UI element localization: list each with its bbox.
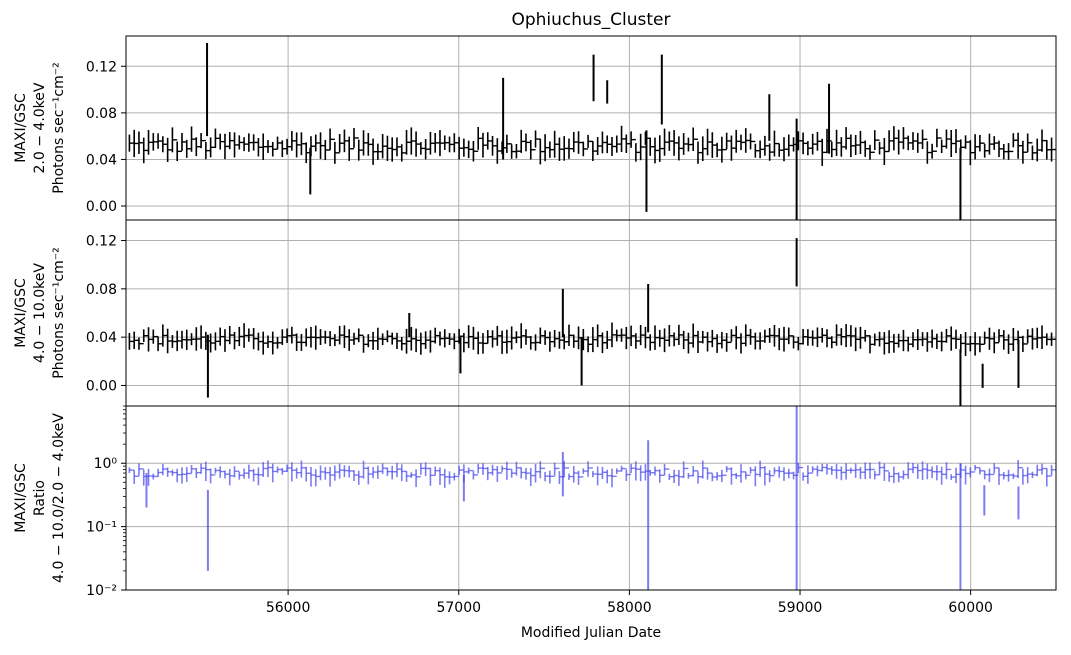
- y-tick-label: 0.00: [86, 378, 117, 394]
- y-axis-label: 2.0 − 4.0keV: [32, 82, 48, 173]
- y-tick-label: 0.12: [86, 59, 117, 75]
- y-axis-label: 4.0 − 10.0keV: [32, 263, 48, 363]
- y-tick-label: 0.00: [86, 199, 117, 215]
- x-tick-label: 60000: [948, 600, 993, 616]
- y-axis-label: MAXI/GSC: [13, 463, 29, 533]
- y-axis-label: MAXI/GSC: [13, 93, 29, 163]
- x-tick-label: 58000: [607, 600, 652, 616]
- y-axis-label: MAXI/GSC: [13, 278, 29, 348]
- y-axis-label: 4.0 − 10.0/2.0 − 4.0keV: [51, 413, 67, 583]
- x-tick-label: 59000: [778, 600, 823, 616]
- series-hard: [128, 238, 1056, 406]
- y-tick-label: 0.08: [86, 106, 117, 122]
- y-tick-label: 0.12: [86, 234, 117, 250]
- x-tick-label: 56000: [266, 600, 311, 616]
- panel-ratio: 10⁻² 10⁻¹ 10⁰ MAXI/GSC Ratio 4.0 − 10.0/2.0 −…: [13, 405, 1057, 616]
- y-axis-label: Photons sec⁻¹cm⁻²: [51, 62, 67, 194]
- series-ratio: [128, 406, 1056, 590]
- y-tick-label: 0.08: [86, 282, 117, 298]
- panel-frame: [125, 219, 1057, 407]
- panel-soft: 0.00 0.04 0.08 0.12 MAXI/GSC 2.0 − 4.0keV Phot…: [13, 35, 1057, 221]
- y-tick-label: 10⁻²: [86, 583, 117, 599]
- chart-title: Ophiuchus_Cluster: [511, 10, 670, 30]
- y-axis-label: Photons sec⁻¹cm⁻²: [51, 247, 67, 379]
- y-tick-label: 0.04: [86, 152, 117, 168]
- panel-hard: 0.00 0.04 0.08 0.12 MAXI/GSC 4.0 − 10.0keV Pho…: [13, 219, 1057, 407]
- series-soft: [128, 42, 1056, 220]
- y-axis-label: Ratio: [32, 480, 48, 516]
- y-tick-label: 10⁻¹: [86, 520, 117, 536]
- x-tick-label: 57000: [436, 600, 481, 616]
- panel-frame: [125, 405, 1057, 591]
- y-tick-label: 0.04: [86, 330, 117, 346]
- y-tick-label: 10⁰: [94, 456, 118, 472]
- panel-frame: [125, 35, 1057, 221]
- x-axis-label: Modified Julian Date: [521, 625, 661, 641]
